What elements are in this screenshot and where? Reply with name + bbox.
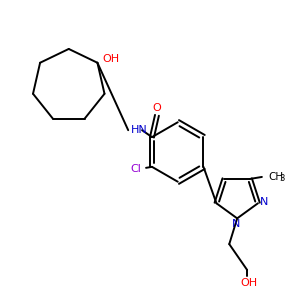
Text: CH: CH	[269, 172, 284, 182]
Text: N: N	[232, 219, 240, 229]
Text: Cl: Cl	[131, 164, 142, 174]
Text: HN: HN	[131, 125, 148, 135]
Text: OH: OH	[241, 278, 258, 288]
Text: OH: OH	[102, 54, 119, 64]
Text: O: O	[153, 103, 161, 113]
Text: 3: 3	[280, 174, 285, 183]
Text: N: N	[260, 197, 268, 207]
